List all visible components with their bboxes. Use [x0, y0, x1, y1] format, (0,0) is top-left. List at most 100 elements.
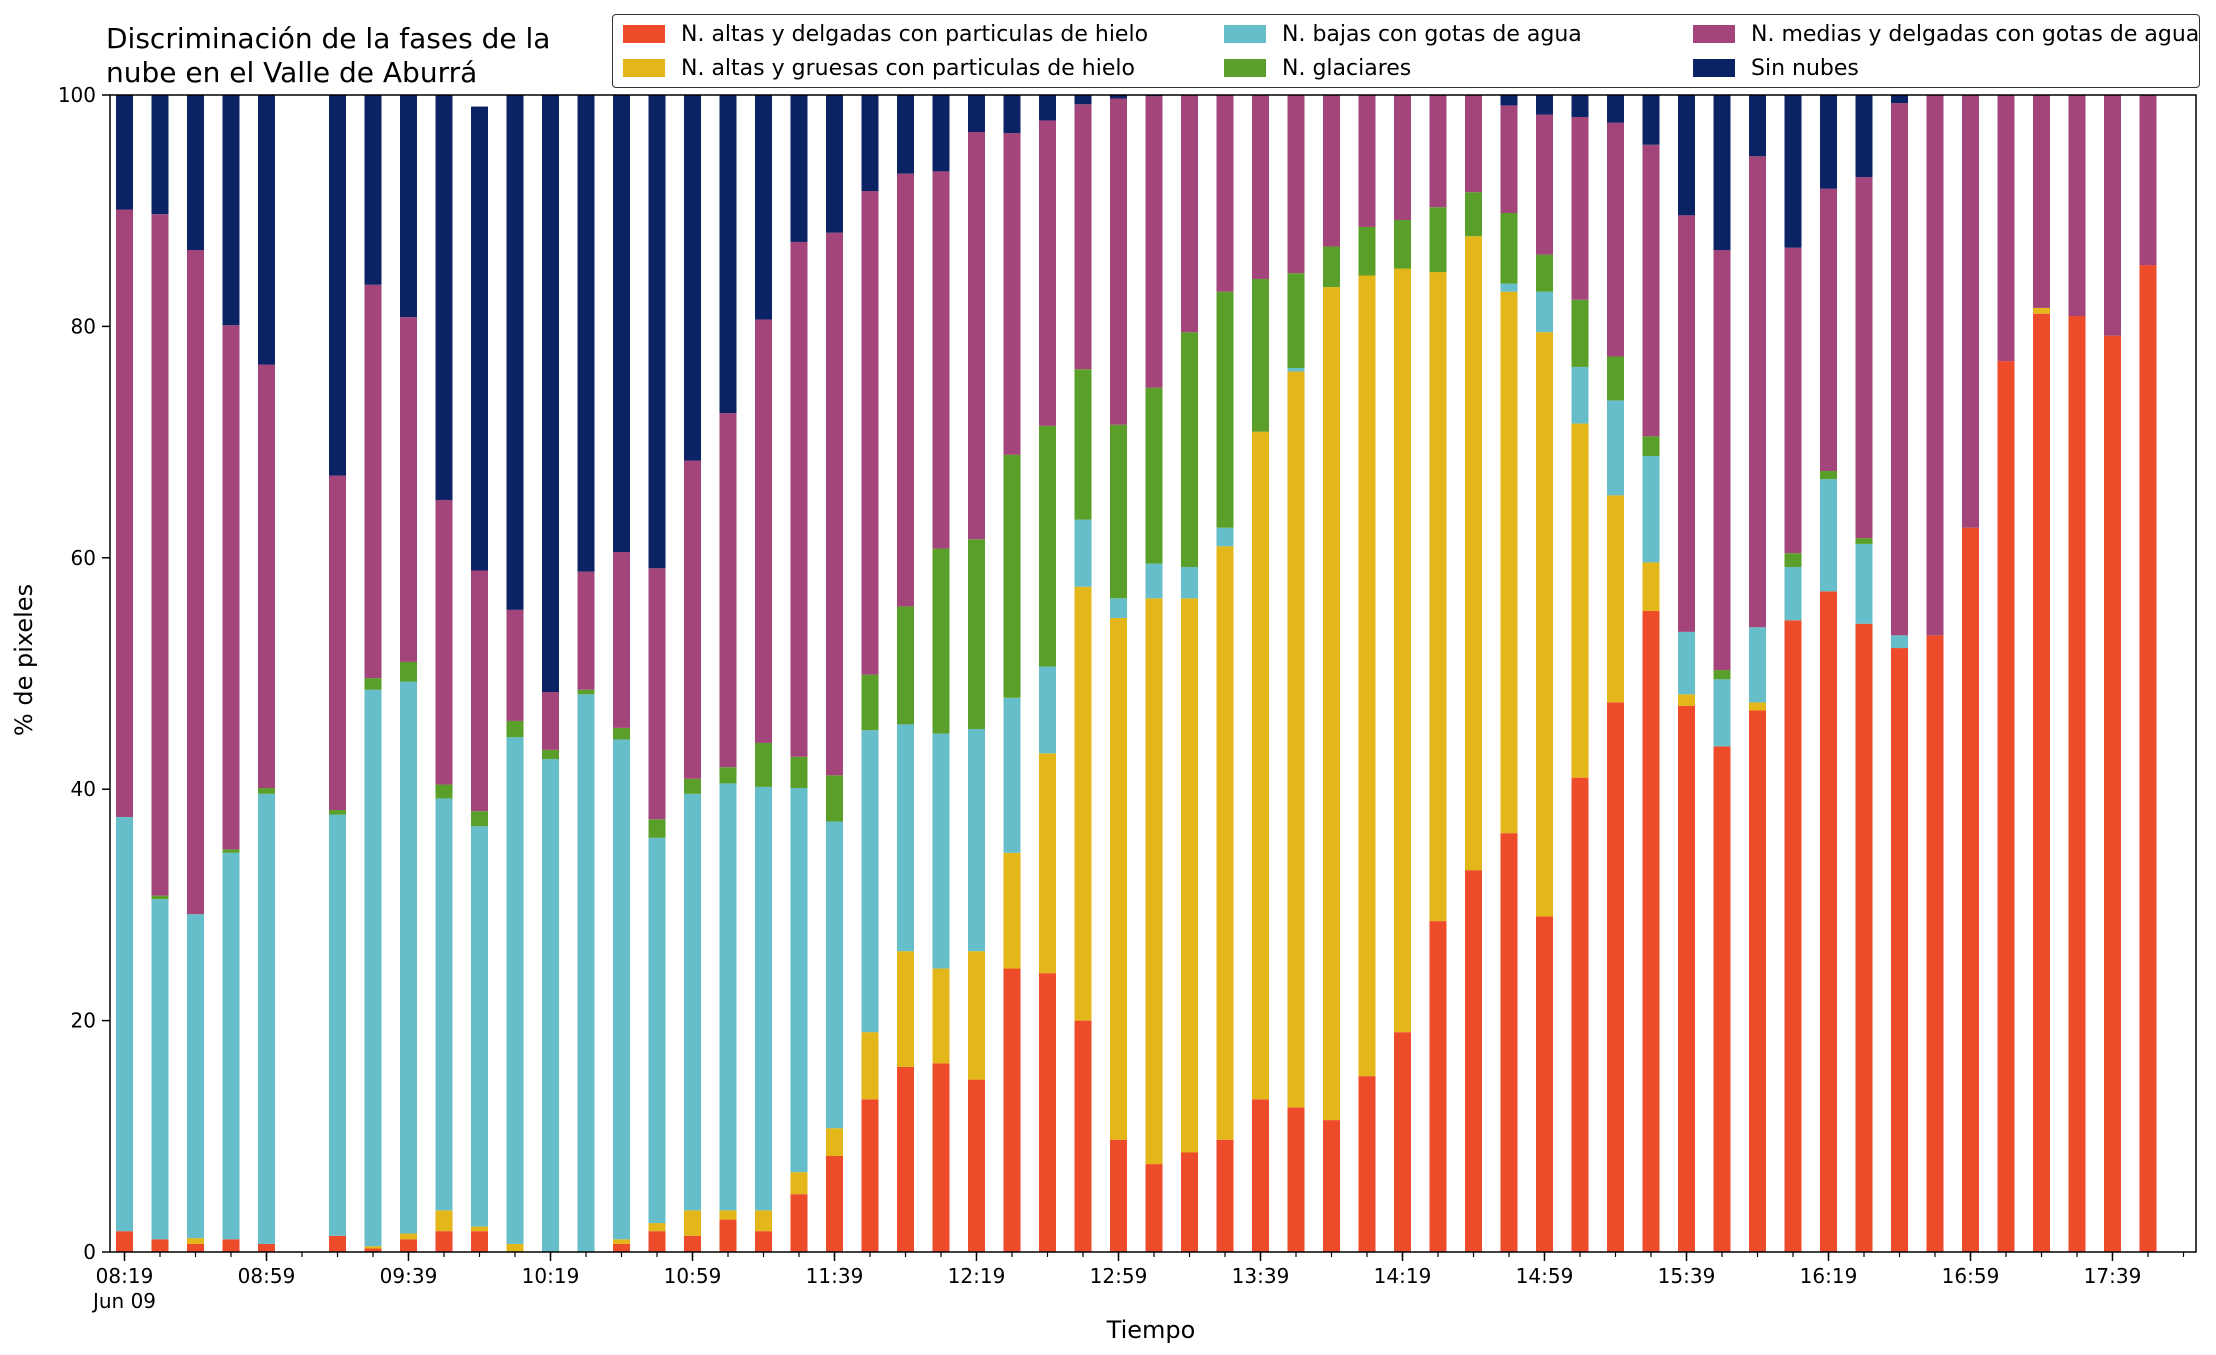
bar-segment-3-1349: [1287, 368, 1305, 372]
bar-segment-6-0929: [364, 95, 382, 285]
bar-segment-4-0849: [222, 849, 240, 853]
bar-segment-5-1449: [1500, 105, 1518, 214]
bar-segment-4-1349: [1287, 273, 1305, 369]
bar-segment-4-1519: [1607, 356, 1624, 401]
bar-segment-4-1529: [1642, 436, 1660, 456]
bar-segment-6-1259: [1110, 95, 1127, 99]
bar-segment-4-0959: [471, 811, 488, 827]
bar-segment-4-1309: [1145, 387, 1163, 564]
bar-segment-2-1149: [861, 1032, 879, 1100]
bar-segment-5-1239: [1039, 120, 1056, 426]
bar-segment-3-1159: [897, 724, 914, 952]
bar-segment-1-1729: [2068, 315, 2086, 1252]
legend-swatch: [1224, 25, 1266, 43]
bar-segment-6-1639: [1891, 95, 1908, 104]
bar-segment-3-1459: [1536, 291, 1553, 333]
bar-segment-3-1509: [1571, 366, 1589, 424]
bar-segment-1-1109: [719, 1219, 737, 1252]
bar-segment-2-1719: [2033, 307, 2050, 314]
bar-segment-5-0819: [116, 209, 133, 817]
bar-segment-2-1159: [897, 951, 914, 1067]
bar-segment-4-1159: [897, 606, 914, 725]
bar-segment-5-1559: [1749, 156, 1766, 628]
bar-segment-3-1629: [1855, 543, 1873, 624]
bar-segment-6-0959: [471, 106, 488, 571]
bar-segment-6-1049: [648, 95, 666, 569]
bar-segment-6-1519: [1607, 95, 1624, 123]
bar-segment-6-1119: [755, 95, 772, 320]
bar-segment-1-1159: [897, 1066, 914, 1252]
bar-segment-6-1229: [1003, 95, 1021, 134]
bar-segment-5-0919: [329, 475, 346, 811]
bar-segment-6-0939: [400, 95, 417, 318]
bar-segment-1-1149: [861, 1099, 879, 1252]
bar-segment-2-1139: [826, 1128, 843, 1156]
bar-segment-5-1719: [2033, 95, 2050, 308]
bar-segment-6-0849: [222, 95, 240, 326]
bar-segment-4-1109: [719, 767, 737, 784]
bar-segment-1-1349: [1287, 1107, 1305, 1253]
bar-segment-6-1159: [897, 95, 914, 174]
bar-segment-1-1339: [1252, 1099, 1269, 1252]
bar-segment-3-1019: [542, 759, 559, 1252]
bar-segment-2-1049: [648, 1223, 666, 1232]
bar-segment-2-1519: [1607, 495, 1624, 703]
bar-segment-5-0929: [364, 284, 382, 679]
bar-segment-1-1719: [2033, 313, 2050, 1252]
bar-segment-5-1039: [613, 552, 630, 728]
bar-segment-4-1239: [1039, 425, 1056, 667]
bar-segment-1-1709: [1997, 361, 2015, 1252]
bar-segment-2-1249: [1074, 586, 1092, 1021]
x-tick-label: 11:39: [806, 1264, 864, 1288]
bar-segment-2-1529: [1642, 562, 1660, 612]
bar-segment-6-1539: [1678, 95, 1695, 216]
bar-segment-1-1559: [1749, 710, 1766, 1252]
bar-segment-1-1519: [1607, 702, 1624, 1252]
bar-segment-6-1219: [968, 95, 985, 133]
bar-segment-3-1149: [861, 730, 879, 1033]
bar-segment-5-1619: [1820, 188, 1837, 472]
bar-segment-5-1159: [897, 173, 914, 607]
legend-label: N. altas y gruesas con particulas de hie…: [681, 55, 1135, 81]
bar-segment-1-1429: [1429, 921, 1447, 1252]
legend-item: N. altas y gruesas con particulas de hie…: [623, 52, 1135, 84]
y-tick-label: 100: [58, 83, 96, 107]
bar-segment-5-1019: [542, 692, 559, 750]
bar-segment-5-0849: [222, 325, 240, 850]
x-tick-label: 17:39: [2084, 1264, 2142, 1288]
bar-segment-2-0939: [400, 1233, 417, 1240]
bar-segment-4-0929: [364, 678, 382, 690]
bar-segment-3-0959: [471, 826, 488, 1227]
bar-segment-1-1739: [2104, 335, 2121, 1252]
x-tick-label: 13:39: [1232, 1264, 1290, 1288]
bar-segment-2-1339: [1252, 431, 1269, 1100]
bar-segment-6-1029: [577, 95, 595, 572]
bar-segment-5-1129: [790, 241, 808, 757]
y-tick-label: 60: [71, 546, 96, 570]
bar-segment-2-1259: [1110, 617, 1127, 1140]
bar-segment-5-1649: [1926, 95, 1944, 636]
bar-segment-6-0819: [116, 95, 133, 210]
bar-segment-1-0949: [435, 1231, 453, 1252]
x-tick-label: 09:39: [380, 1264, 438, 1288]
bar-segment-3-1139: [826, 821, 843, 1129]
bar-segment-1-0919: [329, 1235, 346, 1252]
bar-segment-1-1209: [932, 1063, 950, 1252]
bar-segment-3-1009: [506, 737, 524, 1244]
bar-segment-4-1449: [1500, 213, 1518, 284]
bar-segment-5-1659: [1962, 95, 1979, 528]
bar-segment-1-1459: [1536, 916, 1553, 1252]
bar-segment-4-1139: [826, 775, 843, 822]
bar-segment-1-1059: [684, 1235, 701, 1252]
bar-segment-4-1549: [1713, 670, 1731, 680]
legend-label: N. glaciares: [1282, 55, 1412, 81]
bar-segment-2-1039: [613, 1239, 630, 1244]
legend-label: N. bajas con gotas de agua: [1282, 21, 1582, 47]
bar-segment-3-1619: [1820, 479, 1837, 592]
bar-segment-4-0919: [329, 810, 346, 815]
bar-segment-2-1119: [755, 1210, 772, 1232]
bar-segment-5-1529: [1642, 144, 1660, 437]
bar-segment-2-1229: [1003, 852, 1021, 969]
bar-segment-3-1319: [1181, 567, 1198, 599]
bar-segment-5-1539: [1678, 215, 1695, 632]
